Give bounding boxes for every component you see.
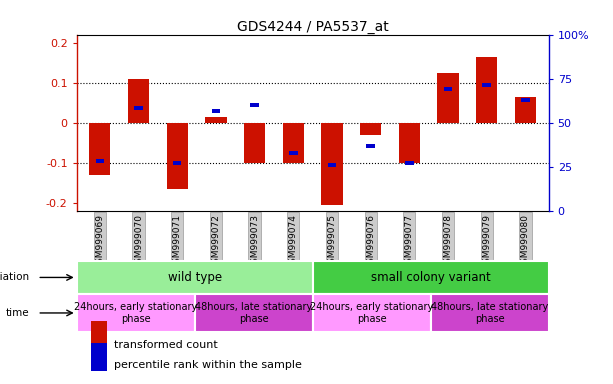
Bar — [398, 123, 420, 163]
Bar — [134, 106, 143, 110]
Text: transformed count: transformed count — [115, 339, 218, 349]
Bar — [289, 151, 297, 155]
Bar — [211, 109, 220, 113]
Bar — [521, 98, 530, 102]
Text: time: time — [6, 308, 29, 318]
Bar — [313, 294, 430, 332]
Bar — [283, 123, 304, 163]
Bar — [476, 56, 497, 123]
Bar — [360, 123, 381, 135]
Bar — [91, 343, 107, 371]
Bar — [89, 123, 110, 175]
Bar — [91, 321, 107, 349]
Bar — [482, 83, 491, 87]
Text: 24hours, early stationary
phase: 24hours, early stationary phase — [310, 302, 433, 324]
Text: 48hours, late stationary
phase: 48hours, late stationary phase — [431, 302, 548, 324]
Bar — [430, 294, 549, 332]
Bar — [321, 123, 343, 205]
Bar — [313, 261, 549, 294]
Text: genotype/variation: genotype/variation — [0, 272, 29, 283]
Bar — [328, 163, 337, 167]
Bar — [250, 103, 259, 107]
Bar — [128, 79, 149, 123]
Bar — [195, 294, 313, 332]
Title: GDS4244 / PA5537_at: GDS4244 / PA5537_at — [237, 20, 389, 33]
Text: 48hours, late stationary
phase: 48hours, late stationary phase — [195, 302, 312, 324]
Bar — [167, 123, 188, 189]
Text: small colony variant: small colony variant — [371, 271, 490, 284]
Bar — [96, 159, 104, 163]
Text: 24hours, early stationary
phase: 24hours, early stationary phase — [74, 302, 197, 324]
Bar — [77, 294, 195, 332]
Bar — [77, 261, 313, 294]
Text: percentile rank within the sample: percentile rank within the sample — [115, 360, 302, 370]
Bar — [444, 87, 452, 91]
Bar — [515, 97, 536, 123]
Bar — [173, 161, 181, 165]
Bar — [438, 73, 459, 123]
Bar — [205, 117, 227, 123]
Bar — [244, 123, 265, 163]
Bar — [367, 144, 375, 148]
Text: wild type: wild type — [167, 271, 222, 284]
Bar — [405, 161, 414, 165]
